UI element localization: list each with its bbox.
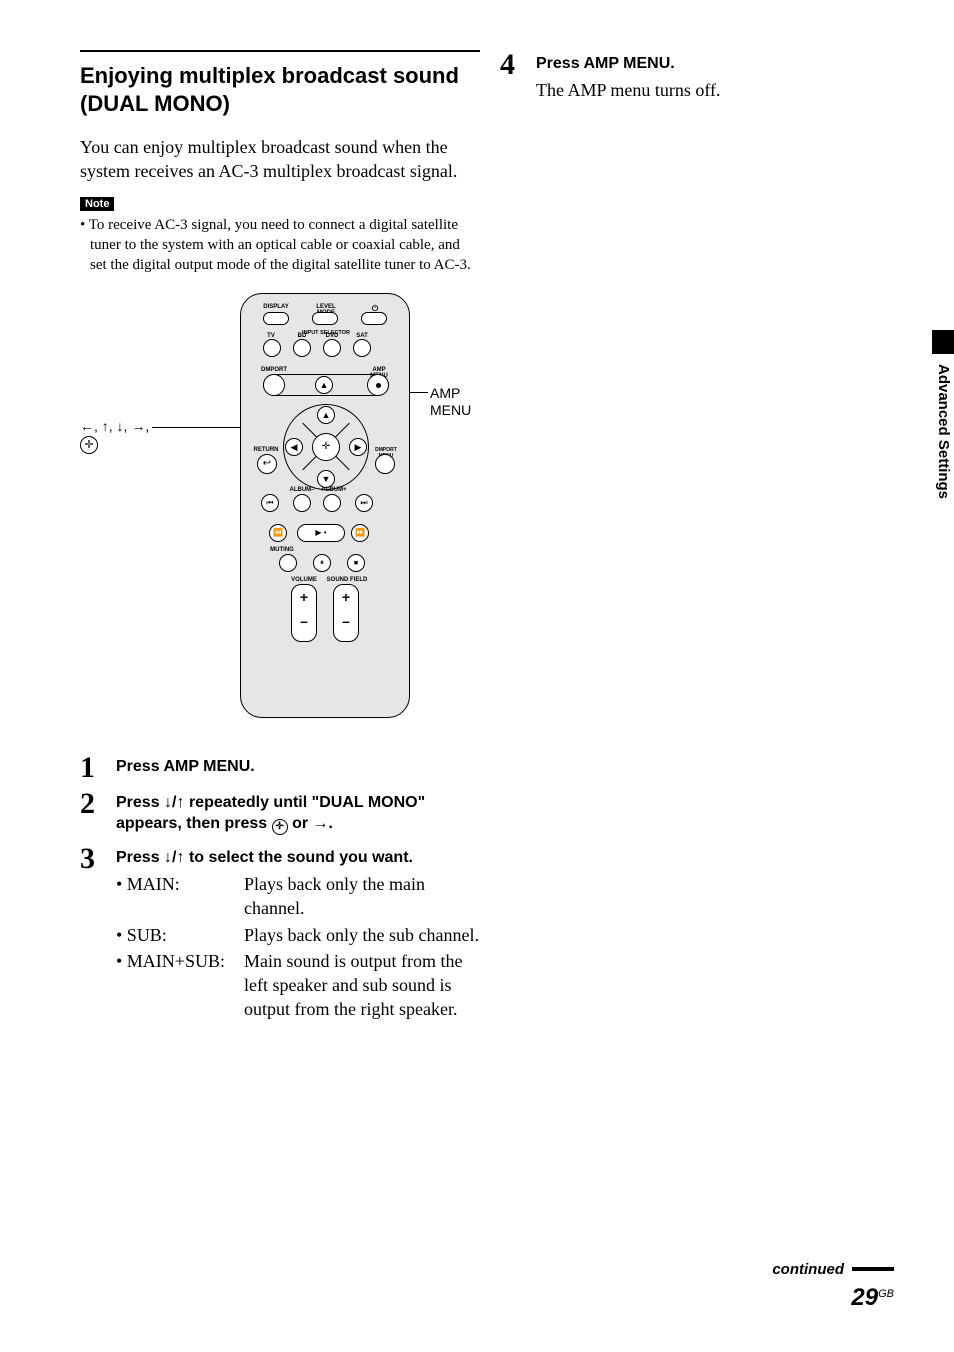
btn-amp-menu — [367, 374, 389, 396]
btn-sat — [353, 339, 371, 357]
label-album-plus: ALBUM+ — [319, 487, 349, 493]
callout-arrows-text: ←, ↑, ↓, →, — [80, 418, 149, 434]
btn-dmport-menu — [375, 454, 395, 474]
rocker-volume: + – — [291, 584, 317, 642]
step-4: 4 Press AMP MENU. The AMP menu turns off… — [500, 50, 880, 102]
step-4-head: Press AMP MENU. — [536, 54, 880, 75]
continued-bar — [852, 1267, 894, 1271]
option-main: • MAIN: Plays back only the main channel… — [116, 872, 480, 921]
enter-icon-inline: ✛ — [272, 819, 288, 835]
label-muting: MUTING — [267, 547, 297, 553]
step-1-head: Press AMP MENU. — [116, 757, 480, 778]
step-3: 3 Press ↓/↑ to select the sound you want… — [80, 844, 480, 1024]
btn-pause: ⏸ — [313, 554, 331, 572]
section-heading: Enjoying multiplex broadcast sound (DUAL… — [80, 62, 480, 117]
label-display: DISPLAY — [261, 304, 291, 310]
btn-power — [361, 312, 387, 325]
intro-text: You can enjoy multiplex broadcast sound … — [80, 135, 480, 184]
btn-rew: ⏪ — [269, 524, 287, 542]
option-main-sub: • MAIN+SUB: Main sound is output from th… — [116, 949, 480, 1022]
leader-line-left — [152, 427, 242, 428]
label-album-minus: ALBUM– — [287, 487, 317, 493]
step-4-sub: The AMP menu turns off. — [536, 78, 880, 102]
label-volume: VOLUME — [285, 577, 323, 583]
step-num-2: 2 — [80, 789, 116, 838]
btn-display — [263, 312, 289, 325]
option-sub: • SUB: Plays back only the sub channel. — [116, 923, 480, 947]
step-num-1: 1 — [80, 753, 116, 783]
callout-arrows: ←, ↑, ↓, →, ✛ — [80, 418, 149, 454]
page-number: 29GB — [772, 1284, 894, 1312]
btn-play: ▶ • — [297, 524, 345, 542]
label-return: RETURN — [251, 447, 281, 453]
btn-tv — [263, 339, 281, 357]
label-dmport: DMPORT — [259, 367, 289, 373]
steps-list: 1 Press AMP MENU. 2 Press ↓/↑ repeatedly… — [80, 753, 480, 1023]
section-rule — [80, 50, 480, 52]
side-tab-text: Advanced Settings — [935, 364, 952, 499]
step-2: 2 Press ↓/↑ repeatedly until "DUAL MONO"… — [80, 789, 480, 838]
btn-dvd — [323, 339, 341, 357]
step-3-head: Press ↓/↑ to select the sound you want. — [116, 848, 480, 869]
enter-icon: ✛ — [80, 436, 98, 454]
btn-level-mode — [312, 312, 338, 325]
btn-bd — [293, 339, 311, 357]
remote-body: DISPLAY LEVEL MODE ⏻ INPUT SELECTOR TV B… — [240, 293, 410, 718]
btn-album-plus — [323, 494, 341, 512]
callout-amp-menu: AMP MENU — [430, 385, 480, 419]
btn-return: ↩ — [257, 454, 277, 474]
remote-diagram: ←, ↑, ↓, →, ✛ AMP MENU DISPLAY LEVEL MOD… — [80, 293, 480, 733]
note-body: • To receive AC-3 signal, you need to co… — [80, 215, 480, 276]
step-num-3: 3 — [80, 844, 116, 1024]
rocker-sound-field: + – — [333, 584, 359, 642]
btn-stop: ⏹ — [347, 554, 365, 572]
btn-album-minus — [293, 494, 311, 512]
btn-ffwd: ⏩ — [351, 524, 369, 542]
continued-text: continued — [772, 1261, 844, 1278]
step-1: 1 Press AMP MENU. — [80, 753, 480, 783]
footer: continued 29GB — [772, 1260, 894, 1312]
side-tab: Advanced Settings — [926, 330, 954, 530]
btn-prev: ⏮ — [261, 494, 279, 512]
note-label: Note — [80, 197, 114, 211]
btn-next: ⏭ — [355, 494, 373, 512]
step-2-head: Press ↓/↑ repeatedly until "DUAL MONO" a… — [116, 793, 480, 835]
step-num-4: 4 — [500, 50, 536, 102]
btn-muting — [279, 554, 297, 572]
side-tab-mark — [932, 330, 954, 354]
label-sound-field: SOUND FIELD — [323, 577, 371, 583]
dpad: ▲ ▼ ◀ ▶ ✛ — [283, 404, 369, 490]
